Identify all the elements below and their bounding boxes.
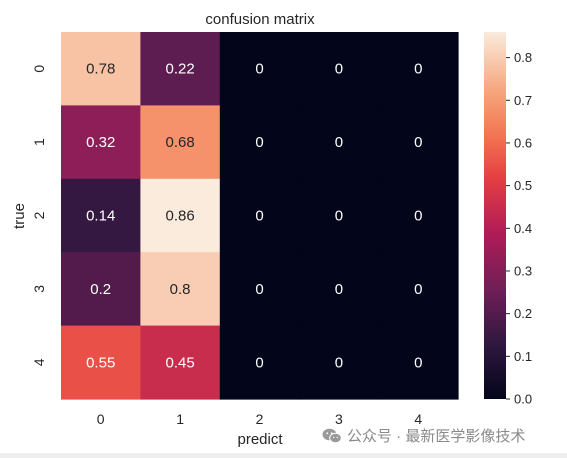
y-tick-label: 3 xyxy=(31,285,47,293)
heatmap-cell xyxy=(61,178,141,253)
heatmap-cell xyxy=(140,32,221,106)
cell-value-label: 0 xyxy=(255,61,263,78)
x-tick-label: 1 xyxy=(176,411,184,427)
cell-value-label: 0 xyxy=(414,134,422,151)
cell-value-label: 0 xyxy=(335,61,343,78)
x-tick-label: 4 xyxy=(414,411,422,427)
cell-value-label: 0 xyxy=(414,354,422,371)
y-tick-label: 2 xyxy=(31,211,47,219)
heatmap-cell xyxy=(61,105,141,180)
cell-value-label: 0.8 xyxy=(170,281,191,298)
heatmap-cell xyxy=(299,105,380,180)
colorbar-tick-label: 0.5 xyxy=(514,178,532,193)
heatmap-cell xyxy=(299,325,380,400)
cell-value-label: 0 xyxy=(255,134,263,151)
colorbar-tick-label: 0.7 xyxy=(514,93,532,108)
heatmap-cell xyxy=(299,178,380,253)
cell-value-label: 0 xyxy=(255,281,263,298)
cell-value-label: 0 xyxy=(335,134,343,151)
cell-value-label: 0.55 xyxy=(86,354,115,371)
heatmap-cell xyxy=(299,252,380,327)
x-tick-label: 2 xyxy=(256,411,264,427)
heatmap-cell xyxy=(219,325,300,400)
colorbar-tick-label: 0.3 xyxy=(514,263,532,278)
heatmap-cell xyxy=(140,252,221,327)
cell-value-label: 0.2 xyxy=(90,281,111,298)
cell-value-label: 0.22 xyxy=(165,61,194,78)
cell-value-label: 0.86 xyxy=(165,208,194,225)
cell-value-label: 0.68 xyxy=(165,134,194,151)
y-axis-label: true xyxy=(11,203,28,229)
heatmap-cell xyxy=(378,178,459,253)
cell-value-label: 0 xyxy=(255,208,263,225)
heatmap-cell xyxy=(219,32,300,106)
heatmap-cell xyxy=(140,325,221,400)
heatmap-cell xyxy=(219,105,300,180)
y-axis-ticks: 0 1 2 3 4 xyxy=(31,65,47,367)
colorbar-tick-label: 0.6 xyxy=(514,135,532,150)
cell-value-label: 0 xyxy=(414,61,422,78)
heatmap-cell xyxy=(378,105,459,180)
heatmap-cell xyxy=(299,32,380,106)
cell-value-label: 0 xyxy=(414,281,422,298)
heatmap-cells: 0.78 0.22 0 0 0 0.32 0.68 0 0 0 0.14 0.86 0 0 0 0.2 0.8 0… xyxy=(61,32,459,400)
colorbar-tick-label: 0.4 xyxy=(514,221,532,236)
x-tick-label: 0 xyxy=(97,411,105,427)
cell-value-label: 0.78 xyxy=(86,61,115,78)
y-tick-label: 0 xyxy=(31,65,47,73)
cell-value-label: 0 xyxy=(335,281,343,298)
chart-title: confusion matrix xyxy=(205,11,315,28)
heatmap-cell xyxy=(378,325,459,400)
heatmap-cell xyxy=(140,178,221,253)
heatmap-cell xyxy=(61,32,141,106)
y-tick-label: 1 xyxy=(31,138,47,146)
cell-value-label: 0.32 xyxy=(86,134,115,151)
cell-value-label: 0 xyxy=(335,208,343,225)
watermark: 公众号 · 最新医学影像技术 xyxy=(322,425,525,446)
cell-value-label: 0.45 xyxy=(165,354,194,371)
colorbar-ticks: 0.0 0.1 0.2 0.3 0.4 0.5 0.6 0.7 0.8 xyxy=(506,50,532,407)
heatmap-cell xyxy=(378,252,459,327)
heatmap-cell xyxy=(140,105,221,180)
colorbar-tick-label: 0.0 xyxy=(514,392,532,407)
heatmap-cell xyxy=(219,178,300,253)
bottom-bar xyxy=(0,453,567,458)
heatmap-cell xyxy=(61,252,141,327)
cell-value-label: 0 xyxy=(414,208,422,225)
cell-value-label: 0.14 xyxy=(86,208,115,225)
y-tick-label: 4 xyxy=(31,358,47,366)
cell-value-label: 0 xyxy=(255,354,263,371)
heatmap-cell xyxy=(61,325,141,400)
heatmap-cell xyxy=(219,252,300,327)
wechat-icon xyxy=(322,428,342,443)
colorbar-tick-label: 0.1 xyxy=(514,349,532,364)
watermark-text: 公众号 · 最新医学影像技术 xyxy=(347,428,526,445)
colorbar-tick-label: 0.2 xyxy=(514,306,532,321)
x-axis-label: predict xyxy=(237,431,283,448)
colorbar-tick-label: 0.8 xyxy=(514,50,532,65)
colorbar xyxy=(484,32,506,399)
heatmap-cell xyxy=(378,32,459,106)
x-axis-ticks: 0 1 2 3 4 xyxy=(97,411,423,427)
x-tick-label: 3 xyxy=(335,411,343,427)
cell-value-label: 0 xyxy=(335,354,343,371)
